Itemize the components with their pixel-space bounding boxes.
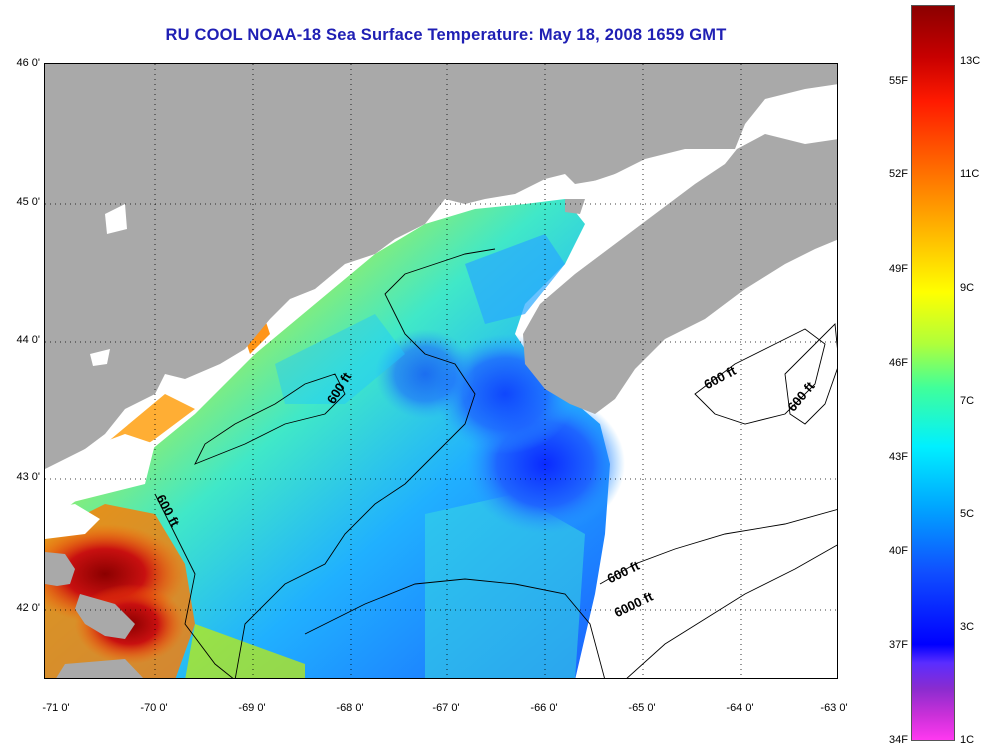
lon-label-68: -68 0' bbox=[336, 702, 364, 714]
lat-label-42: 42 0' bbox=[16, 602, 40, 614]
no-data-patches bbox=[45, 164, 655, 539]
lon-label-67: -67 0' bbox=[432, 702, 460, 714]
colorbar-c-3: 3C bbox=[960, 621, 975, 633]
lat-label-45: 45 0' bbox=[16, 196, 40, 208]
colorbar-c-13: 13C bbox=[960, 55, 981, 67]
colorbar-f-34: 34F bbox=[889, 734, 908, 746]
lon-label-66: -66 0' bbox=[530, 702, 558, 714]
colorbar-c-1: 1C bbox=[960, 734, 975, 746]
map-title: RU COOL NOAA-18 Sea Surface Temperature:… bbox=[165, 26, 727, 44]
sst-map-canvas bbox=[45, 64, 837, 678]
lon-label-71: -71 0' bbox=[42, 702, 70, 714]
colorbar-f-46: 46F bbox=[889, 357, 908, 369]
lon-label-65: -65 0' bbox=[628, 702, 656, 714]
temperature-colorbar bbox=[911, 5, 955, 741]
colorbar-f-43: 43F bbox=[889, 451, 908, 463]
bathymetry-contours bbox=[154, 248, 837, 678]
colorbar-f-40: 40F bbox=[889, 545, 908, 557]
colorbar-f-52: 52F bbox=[889, 168, 908, 180]
colorbar-f-49: 49F bbox=[889, 263, 908, 275]
lon-label-70: -70 0' bbox=[140, 702, 168, 714]
land-areas bbox=[45, 64, 837, 678]
colorbar-c-9: 9C bbox=[960, 282, 975, 294]
colorbar-c-7: 7C bbox=[960, 395, 975, 407]
colorbar-c-5: 5C bbox=[960, 508, 975, 520]
lon-label-69: -69 0' bbox=[238, 702, 266, 714]
lat-label-43: 43 0' bbox=[16, 471, 40, 483]
lon-label-64: -64 0' bbox=[726, 702, 754, 714]
colorbar-f-55: 55F bbox=[889, 75, 908, 87]
colorbar-f-37: 37F bbox=[889, 639, 908, 651]
lon-label-63: -63 0' bbox=[820, 702, 848, 714]
sst-map bbox=[44, 63, 838, 679]
lat-label-46: 46 0' bbox=[16, 57, 40, 69]
colorbar-c-11: 11C bbox=[960, 168, 980, 180]
lat-label-44: 44 0' bbox=[16, 334, 40, 346]
